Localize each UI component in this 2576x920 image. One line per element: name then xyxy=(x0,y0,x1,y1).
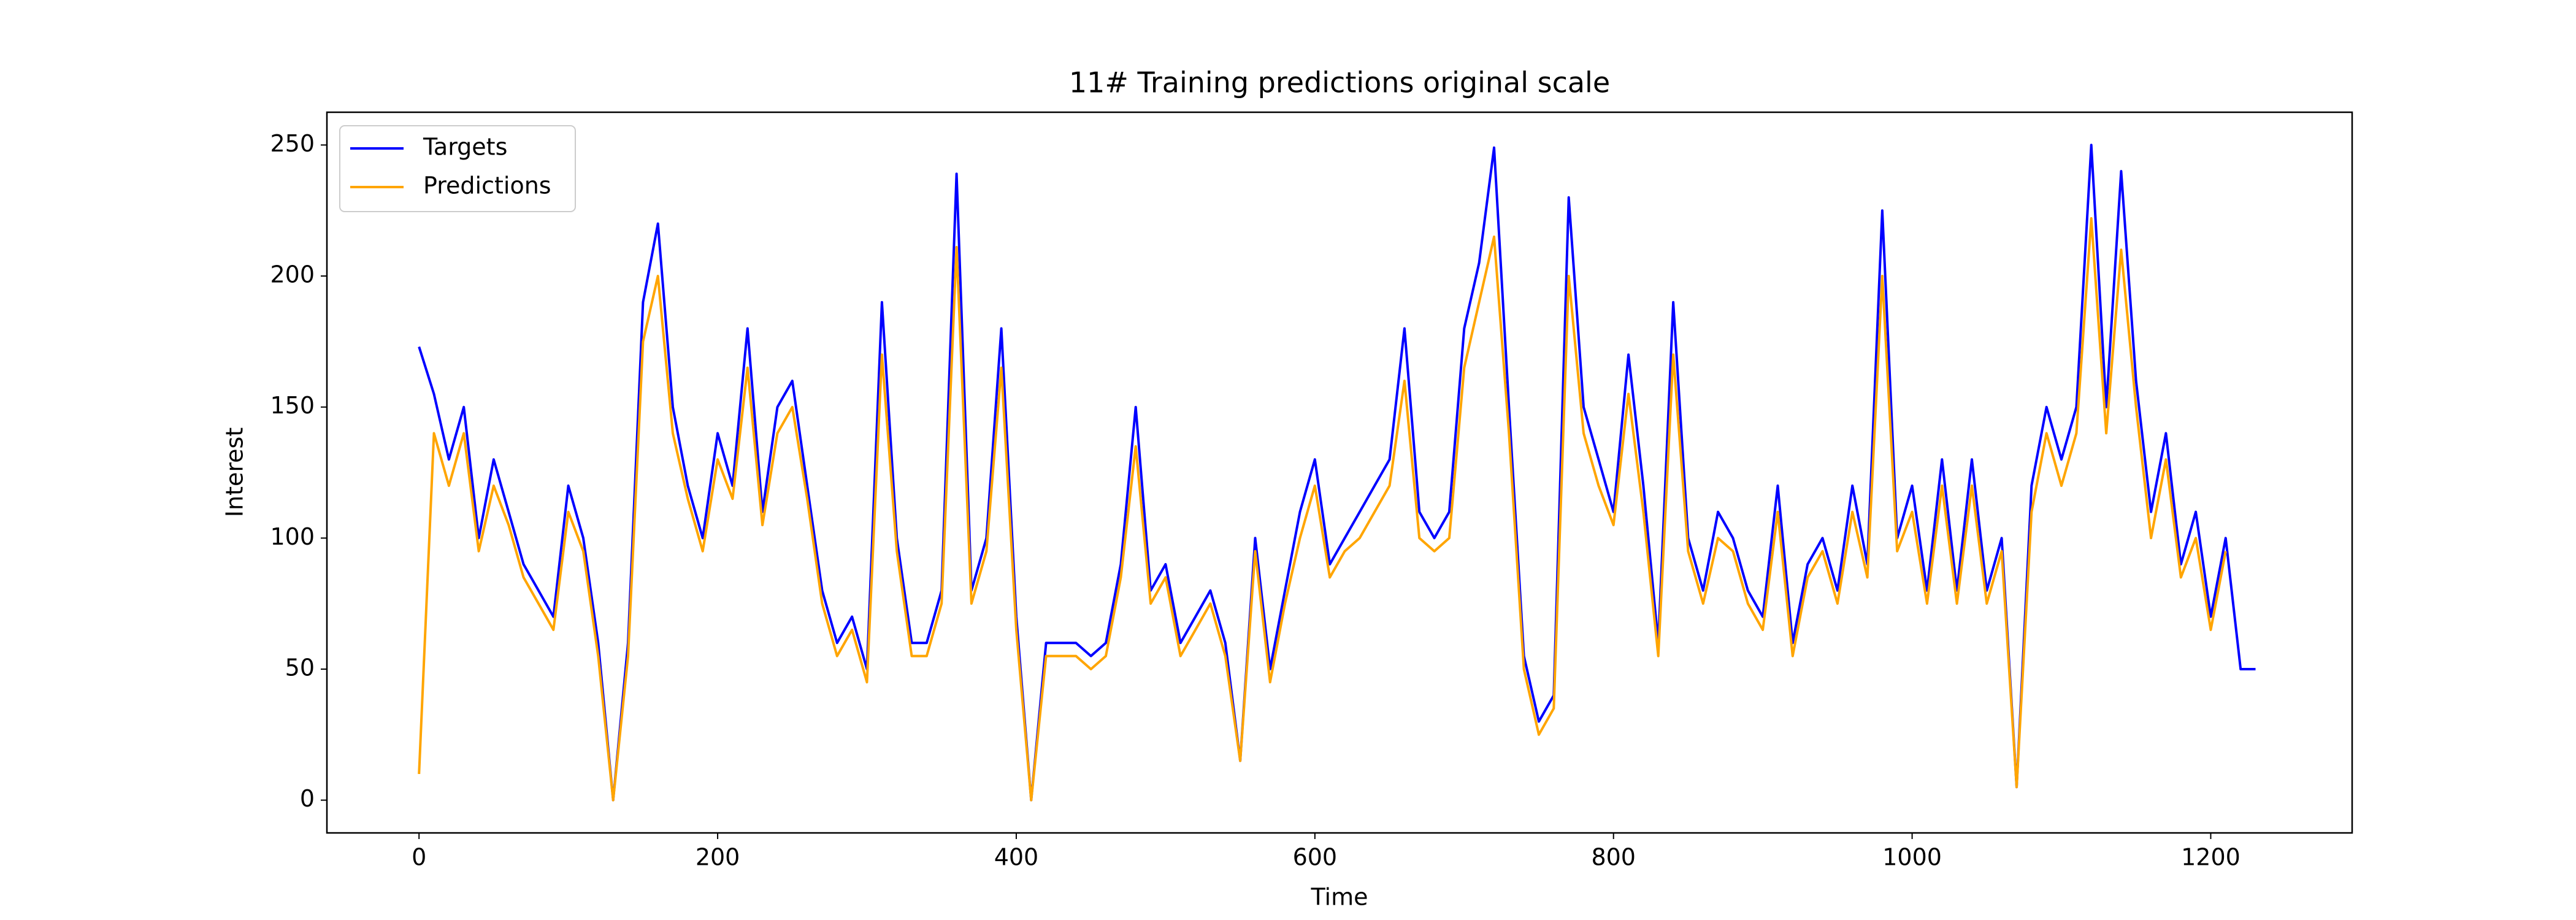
legend-label: Predictions xyxy=(423,172,551,199)
chart-title: 11# Training predictions original scale xyxy=(1069,66,1610,99)
y-tick-label: 200 xyxy=(270,261,315,288)
x-tick-label: 600 xyxy=(1293,844,1338,871)
x-tick-label: 800 xyxy=(1591,844,1636,871)
x-tick-label: 1000 xyxy=(1882,844,1942,871)
y-tick-label: 150 xyxy=(270,392,315,419)
x-tick-label: 1200 xyxy=(2181,844,2241,871)
series-line xyxy=(418,217,2227,802)
y-tick-label: 250 xyxy=(270,130,315,157)
y-tick-label: 0 xyxy=(300,785,315,812)
x-tick-label: 200 xyxy=(696,844,740,871)
x-axis-label: Time xyxy=(1311,884,1368,911)
plot-frame xyxy=(326,111,2353,834)
y-tick-label: 100 xyxy=(270,523,315,550)
y-axis-label: Interest xyxy=(221,427,248,517)
x-tick-label: 0 xyxy=(412,844,426,871)
series-line xyxy=(418,144,2256,802)
y-tick-label: 50 xyxy=(285,654,315,681)
x-tick-label: 400 xyxy=(994,844,1039,871)
legend-label: Targets xyxy=(423,134,507,161)
